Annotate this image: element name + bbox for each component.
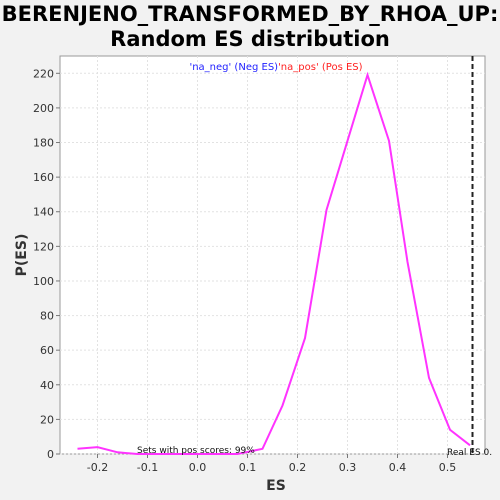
x-axis-title: ES [266,478,286,494]
axes: -0.2 -0.1 0.0 0.1 0.2 0.3 0.4 0.5 0 20 40 60 80 100 12… [33,67,456,474]
x-tick-label: 0.4 [389,461,407,474]
legend-neg-label: 'na_neg' (Neg ES) [189,62,278,73]
chart-title-line1: BERENJENO_TRANSFORMED_BY_RHOA_UP: [1,2,499,26]
legend: 'na_neg' (Neg ES)'na_pos' (Pos ES) [189,62,362,73]
pos-scores-annotation: Sets with pos scores: 99% [137,446,255,456]
y-tick-label: 160 [33,171,54,184]
y-axis-title: P(ES) [14,234,30,277]
x-tick-label: -0.1 [137,461,158,474]
y-tick-label: 0 [47,448,54,461]
series-line [77,71,471,455]
x-tick-label: -0.2 [87,461,108,474]
x-tick-label: 0.1 [239,461,257,474]
legend-pos-label: 'na_pos' (Pos ES) [278,62,363,73]
y-tick-label: 40 [40,379,54,392]
y-tick-label: 200 [33,102,54,115]
grid-lines [60,56,485,455]
x-tick-label: 0.2 [289,461,307,474]
x-tick-label: 0.5 [439,461,457,474]
plot-area [59,55,486,455]
y-tick-label: 80 [40,310,54,323]
real-es-label: Real ES 0. [447,448,492,458]
x-tick-label: 0.0 [189,461,207,474]
chart-title-line2: Random ES distribution [110,27,390,51]
y-tick-label: 180 [33,137,54,150]
y-tick-label: 20 [40,413,54,426]
x-tick-label: 0.3 [339,461,357,474]
y-tick-label: 220 [33,67,54,80]
y-tick-label: 140 [33,206,54,219]
y-tick-label: 120 [33,240,54,253]
chart-title: BERENJENO_TRANSFORMED_BY_RHOA_UP: Random… [0,2,500,52]
y-tick-label: 60 [40,344,54,357]
y-tick-label: 100 [33,275,54,288]
